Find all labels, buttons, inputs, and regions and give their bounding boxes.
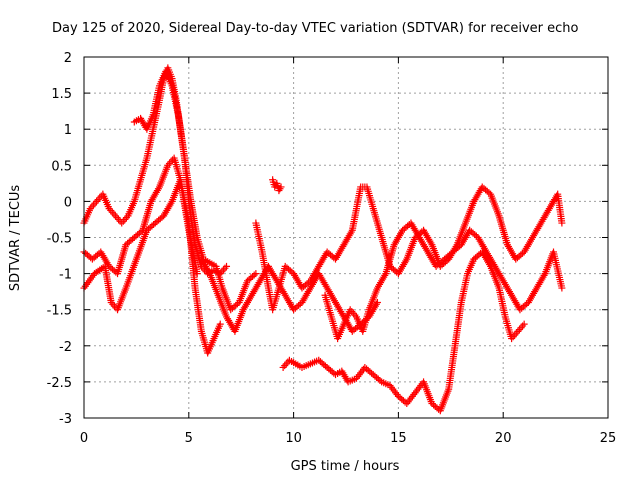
y-tick-label: 1 [64,123,72,138]
y-tick-label: -0.5 [47,232,72,247]
x-tick-label: 15 [390,431,407,446]
y-tick-label: -1 [59,268,72,283]
chart-title: Day 125 of 2020, Sidereal Day-to-day VTE… [52,21,579,36]
series-track-6 [279,248,528,415]
y-tick-label: -2.5 [47,376,72,391]
data-points [80,64,566,415]
y-tick-label: 2 [64,51,72,66]
x-axis-label: GPS time / hours [291,459,400,474]
series-track-9 [269,176,285,195]
point-markers [269,176,285,195]
point-markers [321,219,566,343]
x-tick-label: 20 [495,431,512,446]
y-axis-label: SDTVAR / TECUs [8,185,23,292]
series-track-4 [130,67,260,314]
x-tick-labels: 0 5 10 15 20 25 [80,431,616,446]
point-markers [279,248,528,415]
y-tick-label: 0.5 [51,159,72,174]
point-markers [197,255,381,335]
y-tick-label: -2 [59,340,72,355]
series-track-5 [252,183,566,314]
axis-ticks [83,56,609,419]
y-tick-label: -3 [59,412,72,427]
series-track-7 [321,219,566,343]
y-tick-label: -1.5 [47,304,72,319]
point-markers [252,183,566,314]
x-tick-label: 25 [600,431,617,446]
x-tick-label: 0 [80,431,88,446]
y-tick-labels: -3 -2.5 -2 -1.5 -1 -0.5 0 0.5 1 1.5 2 [47,51,72,427]
point-markers [130,67,260,314]
x-tick-label: 5 [185,431,193,446]
series-track-1 [80,64,231,278]
y-tick-label: 1.5 [51,87,72,102]
series-track-8 [197,255,381,335]
point-markers [80,64,231,278]
x-tick-label: 10 [285,431,302,446]
y-tick-label: 0 [64,195,72,210]
